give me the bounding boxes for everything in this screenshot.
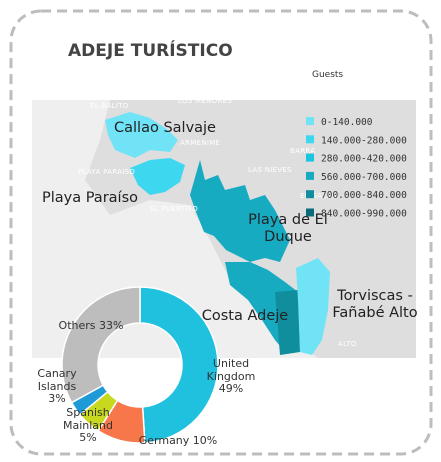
base-label: LAS NIEVES — [248, 166, 292, 174]
region-label: Playa Paraíso — [41, 190, 138, 206]
legend-swatch — [306, 117, 314, 125]
category-name: Canary Islands — [37, 367, 77, 393]
donut-label: Spanish Mainland 5% — [52, 406, 124, 445]
legend: Guests 0-140.000 140.000-280.000 280.000-42… — [306, 70, 407, 220]
category-name: Spanish Mainland — [62, 406, 113, 432]
base-label: ARMEÑIME — [180, 138, 220, 147]
base-map — [32, 100, 416, 358]
legend-label: 840.000-990.000 — [321, 209, 407, 220]
title: ADEJE TURÍSTICO — [68, 39, 233, 61]
category-name: United Kingdom — [206, 357, 256, 383]
region-costa-dark — [275, 290, 300, 355]
region-label: Playa de El Duque — [248, 212, 328, 245]
legend-label: 700.000-840.000 — [321, 190, 407, 201]
donut-label: Others 33% — [48, 319, 134, 333]
base-label: ALTO — [338, 340, 357, 348]
base-label: EL GALEO — [300, 192, 337, 200]
legend-swatch — [306, 171, 314, 180]
legend-swatch — [306, 135, 314, 144]
legend-swatch — [306, 190, 314, 199]
legend-title: Guests — [312, 70, 343, 80]
base-label: EL PUERTITO — [150, 205, 198, 213]
legend-swatch — [306, 153, 314, 162]
region-label: Costa Adeje — [201, 308, 289, 324]
region-torviscas — [296, 258, 330, 355]
base-labels: EL BALITO LOS MENORES ARMEÑIME BARRA PLAYA P… — [78, 97, 357, 348]
legend-label: 140.000-280.000 — [321, 135, 407, 146]
card-border — [9, 9, 433, 456]
donut-chart — [61, 286, 219, 444]
base-label: PLAYA PARAISO — [78, 168, 135, 176]
value-label: 49% — [218, 382, 244, 396]
region-label: Torviscas - Fañabé Alto — [332, 288, 418, 321]
value-label: 5% — [79, 431, 97, 445]
donut-label: Canary Islands 3% — [18, 367, 96, 406]
legend-label: 560.000-700.000 — [321, 172, 407, 183]
base-label: EL BALITO — [90, 102, 129, 110]
base-label: BARRA — [290, 147, 315, 155]
legend-label: 0-140.000 — [321, 117, 373, 128]
donut-slice — [61, 286, 141, 404]
region-callao — [105, 112, 178, 158]
region-label: Callao Salvaje — [114, 120, 216, 136]
base-label: LOS MENORES — [178, 97, 232, 105]
value-label: 3% — [48, 392, 66, 406]
value-label: 10% — [192, 434, 218, 447]
donut-label: United Kingdom 49% — [196, 357, 266, 396]
legend-label: 280.000-420.000 — [321, 154, 407, 165]
value-label: 33% — [99, 319, 124, 332]
region-duque — [190, 160, 290, 262]
category-name: Others — [58, 319, 96, 332]
legend-swatch — [306, 208, 314, 217]
region-paraiso — [130, 158, 185, 195]
donut-label: Germany 10% — [128, 434, 228, 448]
donut-slice — [139, 286, 219, 444]
category-name: Germany — [138, 434, 190, 447]
